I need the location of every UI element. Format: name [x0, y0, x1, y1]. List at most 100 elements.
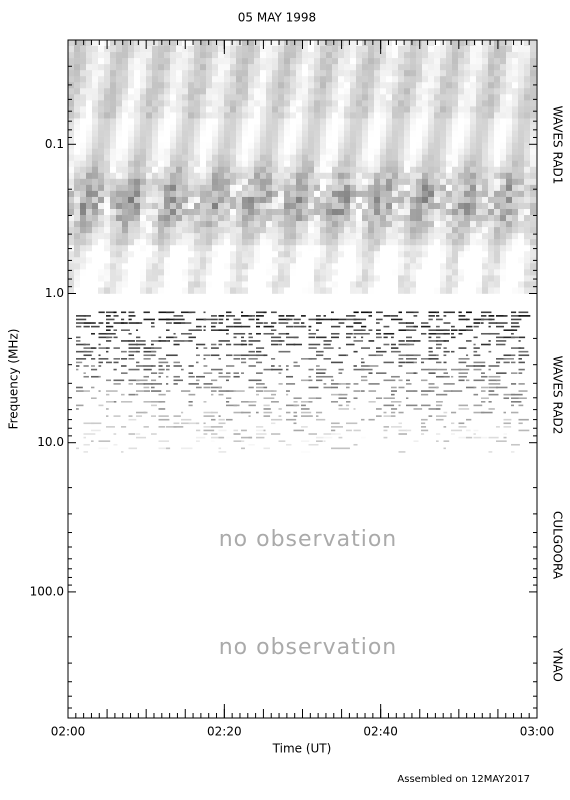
spectrogram-cell: [362, 100, 369, 107]
spectrogram-streak: [353, 340, 364, 342]
spectrogram-streak: [173, 383, 178, 385]
spectrogram-streak: [353, 329, 363, 331]
spectrogram-cell: [248, 58, 255, 65]
spectrogram-cell: [134, 166, 141, 174]
band-label: CULGOORA: [551, 511, 565, 580]
spectrogram-cell: [260, 130, 267, 137]
spectrogram-cell: [92, 275, 99, 282]
spectrogram-cell: [176, 166, 183, 174]
spectrogram-cell: [104, 245, 111, 252]
spectrogram-streak: [331, 393, 342, 396]
spectrogram-cell: [422, 70, 429, 77]
spectrogram-cell: [464, 227, 471, 234]
spectrogram-cell: [428, 281, 435, 288]
spectrogram-streak: [361, 390, 365, 392]
spectrogram-cell: [122, 142, 129, 149]
spectrogram-cell: [230, 251, 237, 258]
spectrogram-cell: [152, 196, 159, 204]
spectrogram-cell: [458, 82, 465, 89]
spectrogram-streak: [421, 361, 425, 364]
spectrogram-cell: [434, 166, 441, 174]
spectrogram-cell: [404, 190, 411, 198]
spectrogram-cell: [296, 70, 303, 77]
spectrogram-cell: [272, 263, 279, 270]
spectrogram-cell: [338, 154, 345, 162]
spectrogram-streak: [413, 325, 418, 328]
spectrogram-streak: [473, 322, 481, 324]
spectrogram-cell: [446, 166, 453, 174]
spectrogram-cell: [224, 233, 231, 240]
spectrogram-streak: [503, 397, 510, 400]
spectrogram-cell: [428, 233, 435, 240]
spectrogram-cell: [524, 88, 531, 95]
spectrogram-cell: [440, 142, 447, 149]
spectrogram-cell: [380, 142, 387, 149]
spectrogram-streak: [458, 379, 465, 382]
spectrogram-cell: [260, 208, 267, 216]
spectrogram-streak: [413, 354, 421, 357]
spectrogram-cell: [152, 76, 159, 83]
spectrogram-cell: [440, 52, 447, 59]
spectrogram-cell: [218, 106, 225, 113]
spectrogram-cell: [302, 275, 309, 282]
spectrogram-cell: [344, 196, 351, 204]
spectrogram-cell: [356, 130, 363, 137]
spectrogram-cell: [392, 106, 399, 113]
spectrogram-cell: [266, 40, 273, 47]
spectrogram-cell: [314, 106, 321, 113]
spectrogram-cell: [314, 202, 321, 210]
spectrogram-cell: [140, 178, 147, 186]
spectrogram-cell: [230, 64, 237, 71]
spectrogram-cell: [446, 208, 453, 216]
spectrogram-cell: [164, 269, 171, 276]
spectrogram-cell: [440, 287, 447, 294]
spectrogram-cell: [344, 142, 351, 149]
spectrogram-cell: [104, 94, 111, 101]
spectrogram-streak: [488, 440, 498, 442]
spectrogram-cell: [296, 245, 303, 252]
spectrogram-streak: [113, 443, 118, 446]
spectrogram-cell: [440, 281, 447, 288]
spectrogram-cell: [374, 251, 381, 258]
spectrogram-cell: [470, 208, 477, 216]
spectrogram-cell: [446, 215, 453, 222]
spectrogram-cell: [392, 100, 399, 107]
y-tick-label: 10.0: [37, 435, 64, 449]
spectrogram-cell: [308, 257, 315, 264]
spectrogram-cell: [506, 166, 513, 174]
spectrogram-cell: [404, 52, 411, 59]
spectrogram-cell: [92, 251, 99, 258]
spectrogram-cell: [224, 184, 231, 192]
spectrogram-cell: [398, 106, 405, 113]
spectrogram-cell: [146, 166, 153, 174]
spectrogram-cell: [350, 130, 357, 137]
spectrogram-streak: [211, 440, 215, 442]
spectrogram-cell: [218, 154, 225, 162]
spectrogram-streak: [458, 426, 467, 428]
spectrogram-cell: [248, 257, 255, 264]
spectrogram-cell: [422, 227, 429, 234]
spectrogram-cell: [428, 178, 435, 186]
spectrogram-cell: [296, 160, 303, 168]
spectrogram-cell: [386, 100, 393, 107]
spectrogram-cell: [242, 100, 249, 107]
spectrogram-streak: [383, 332, 395, 335]
spectrogram-cell: [248, 166, 255, 174]
spectrogram-cell: [452, 112, 459, 119]
spectrogram-cell: [104, 58, 111, 65]
spectrogram-cell: [290, 257, 297, 264]
spectrogram-streak: [233, 429, 239, 432]
spectrogram-cell: [434, 76, 441, 83]
spectrogram-cell: [350, 46, 357, 53]
spectrogram-cell: [344, 112, 351, 119]
spectrogram-cell: [428, 64, 435, 71]
spectrogram-cell: [518, 239, 525, 246]
spectrogram-cell: [200, 136, 207, 143]
spectrogram-cell: [194, 166, 201, 174]
spectrogram-streak: [421, 368, 430, 371]
spectrogram-cell: [392, 215, 399, 222]
spectrogram-cell: [398, 190, 405, 198]
spectrogram-cell: [518, 263, 525, 270]
spectrogram-streak: [83, 325, 90, 328]
spectrogram-cell: [224, 112, 231, 119]
